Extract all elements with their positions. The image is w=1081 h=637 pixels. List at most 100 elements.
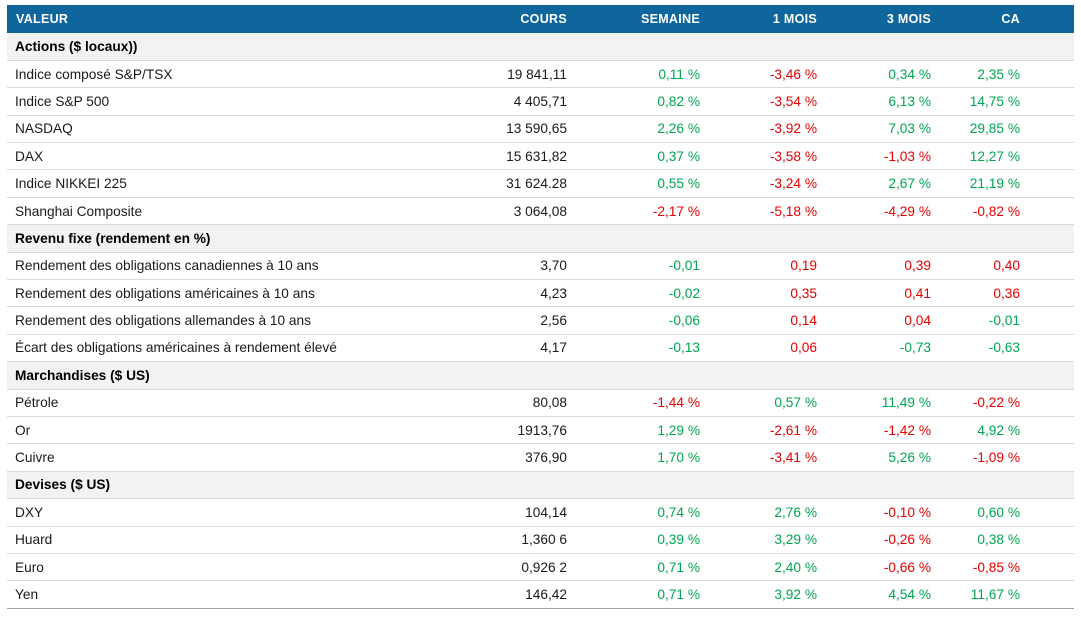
row-label: Rendement des obligations canadiennes à … — [7, 252, 440, 281]
ca-value: 0,38 % — [939, 526, 1074, 554]
cours-value: 3,70 — [440, 252, 575, 281]
cours-value: 3 064,08 — [440, 197, 575, 226]
semaine-value: 0,37 % — [575, 142, 708, 171]
table-row: Pétrole 80,08 -1,44 % 0,57 % 11,49 % -0,22 % — [7, 389, 1074, 417]
3mois-value: -0,66 % — [825, 553, 939, 582]
3mois-value: -0,73 — [825, 334, 939, 363]
cours-value: 31 624.28 — [440, 169, 575, 198]
ca-value: 14,75 % — [939, 87, 1074, 116]
3mois-value: 0,39 — [825, 252, 939, 281]
ca-value: 0,40 — [939, 252, 1074, 281]
cours-value: 4,23 — [440, 279, 575, 308]
semaine-value: -0,13 — [575, 334, 708, 363]
table-row: Rendement des obligations américaines à … — [7, 279, 1074, 308]
1mois-value: -3,41 % — [708, 443, 825, 472]
semaine-value: 0,74 % — [575, 498, 708, 527]
semaine-value: 0,71 % — [575, 580, 708, 609]
table-row: Écart des obligations américaines à rend… — [7, 334, 1074, 363]
table-row: Euro 0,926 2 0,71 % 2,40 % -0,66 % -0,85 % — [7, 553, 1074, 582]
1mois-value: -3,24 % — [708, 169, 825, 198]
ca-value: 11,67 % — [939, 580, 1074, 609]
1mois-value: 0,19 — [708, 252, 825, 281]
3mois-value: -1,03 % — [825, 142, 939, 171]
1mois-value: -3,46 % — [708, 60, 825, 89]
semaine-value: 2,26 % — [575, 115, 708, 144]
cours-value: 4,17 — [440, 334, 575, 363]
3mois-value: -1,42 % — [825, 416, 939, 445]
table-row: DXY 104,14 0,74 % 2,76 % -0,10 % 0,60 % — [7, 498, 1074, 527]
column-header-cours: COURS — [440, 5, 575, 33]
cours-value: 19 841,11 — [440, 60, 575, 89]
cours-value: 376,90 — [440, 443, 575, 472]
1mois-value: -3,54 % — [708, 87, 825, 116]
table-row: Or 1913,76 1,29 % -2,61 % -1,42 % 4,92 % — [7, 416, 1074, 445]
row-label: DXY — [7, 498, 440, 527]
market-table: VALEUR COURS SEMAINE 1 MOIS 3 MOIS CA Ac… — [7, 5, 1074, 609]
table-row: NASDAQ 13 590,65 2,26 % -3,92 % 7,03 % 29,85 … — [7, 115, 1074, 144]
table-body: Actions ($ locaux)) Indice composé S&P/TS… — [7, 33, 1074, 609]
row-label: Rendement des obligations allemandes à 1… — [7, 306, 440, 335]
1mois-value: -5,18 % — [708, 197, 825, 226]
column-header-1mois: 1 MOIS — [708, 5, 825, 33]
semaine-value: -0,06 — [575, 306, 708, 335]
table-row: Indice composé S&P/TSX 19 841,11 0,11 % -3,… — [7, 60, 1074, 89]
table-row: Yen 146,42 0,71 % 3,92 % 4,54 % 11,67 % — [7, 580, 1074, 609]
row-label: Indice composé S&P/TSX — [7, 60, 440, 89]
ca-value: 29,85 % — [939, 115, 1074, 144]
semaine-value: 0,71 % — [575, 553, 708, 582]
column-header-semaine: SEMAINE — [575, 5, 708, 33]
3mois-value: -4,29 % — [825, 197, 939, 226]
3mois-value: 5,26 % — [825, 443, 939, 472]
row-label: Or — [7, 416, 440, 445]
cours-value: 1,360 6 — [440, 526, 575, 554]
cours-value: 0,926 2 — [440, 553, 575, 582]
table-row: Indice S&P 500 4 405,71 0,82 % -3,54 % 6,13 … — [7, 87, 1074, 116]
semaine-value: 0,39 % — [575, 526, 708, 554]
cours-value: 15 631,82 — [440, 142, 575, 171]
1mois-value: 2,40 % — [708, 553, 825, 582]
1mois-value: -2,61 % — [708, 416, 825, 445]
1mois-value: -3,92 % — [708, 115, 825, 144]
section-label: Revenu fixe (rendement en %) — [7, 224, 1074, 253]
1mois-value: 3,92 % — [708, 580, 825, 609]
section-row: Revenu fixe (rendement en %) — [7, 224, 1074, 253]
cours-value: 13 590,65 — [440, 115, 575, 144]
3mois-value: -0,10 % — [825, 498, 939, 527]
ca-value: 21,19 % — [939, 169, 1074, 198]
table-row: DAX 15 631,82 0,37 % -3,58 % -1,03 % 12,27 % — [7, 142, 1074, 171]
section-row: Actions ($ locaux)) — [7, 33, 1074, 61]
1mois-value: 0,06 — [708, 334, 825, 363]
column-header-ca: CA — [939, 5, 1074, 33]
row-label: Indice S&P 500 — [7, 87, 440, 116]
ca-value: -0,63 — [939, 334, 1074, 363]
ca-value: -1,09 % — [939, 443, 1074, 472]
ca-value: 4,92 % — [939, 416, 1074, 445]
cours-value: 80,08 — [440, 389, 575, 417]
1mois-value: 3,29 % — [708, 526, 825, 554]
cours-value: 4 405,71 — [440, 87, 575, 116]
ca-value: 0,60 % — [939, 498, 1074, 527]
table-row: Rendement des obligations canadiennes à … — [7, 252, 1074, 281]
section-label: Devises ($ US) — [7, 471, 1074, 500]
table-row: Shanghai Composite 3 064,08 -2,17 % -5,18 %… — [7, 197, 1074, 226]
3mois-value: 11,49 % — [825, 389, 939, 417]
semaine-value: -2,17 % — [575, 197, 708, 226]
3mois-value: 4,54 % — [825, 580, 939, 609]
semaine-value: 1,70 % — [575, 443, 708, 472]
1mois-value: 0,57 % — [708, 389, 825, 417]
row-label: Huard — [7, 526, 440, 554]
3mois-value: 0,34 % — [825, 60, 939, 89]
ca-value: -0,85 % — [939, 553, 1074, 582]
row-label: Rendement des obligations américaines à … — [7, 279, 440, 308]
column-header-3mois: 3 MOIS — [825, 5, 939, 33]
section-row: Marchandises ($ US) — [7, 361, 1074, 390]
3mois-value: 0,41 — [825, 279, 939, 308]
column-header-valeur: VALEUR — [7, 5, 440, 33]
table-row: Rendement des obligations allemandes à 1… — [7, 306, 1074, 335]
section-row: Devises ($ US) — [7, 471, 1074, 500]
semaine-value: 1,29 % — [575, 416, 708, 445]
section-label: Actions ($ locaux)) — [7, 33, 1074, 61]
semaine-value: -0,01 — [575, 252, 708, 281]
1mois-value: 0,14 — [708, 306, 825, 335]
1mois-value: 2,76 % — [708, 498, 825, 527]
